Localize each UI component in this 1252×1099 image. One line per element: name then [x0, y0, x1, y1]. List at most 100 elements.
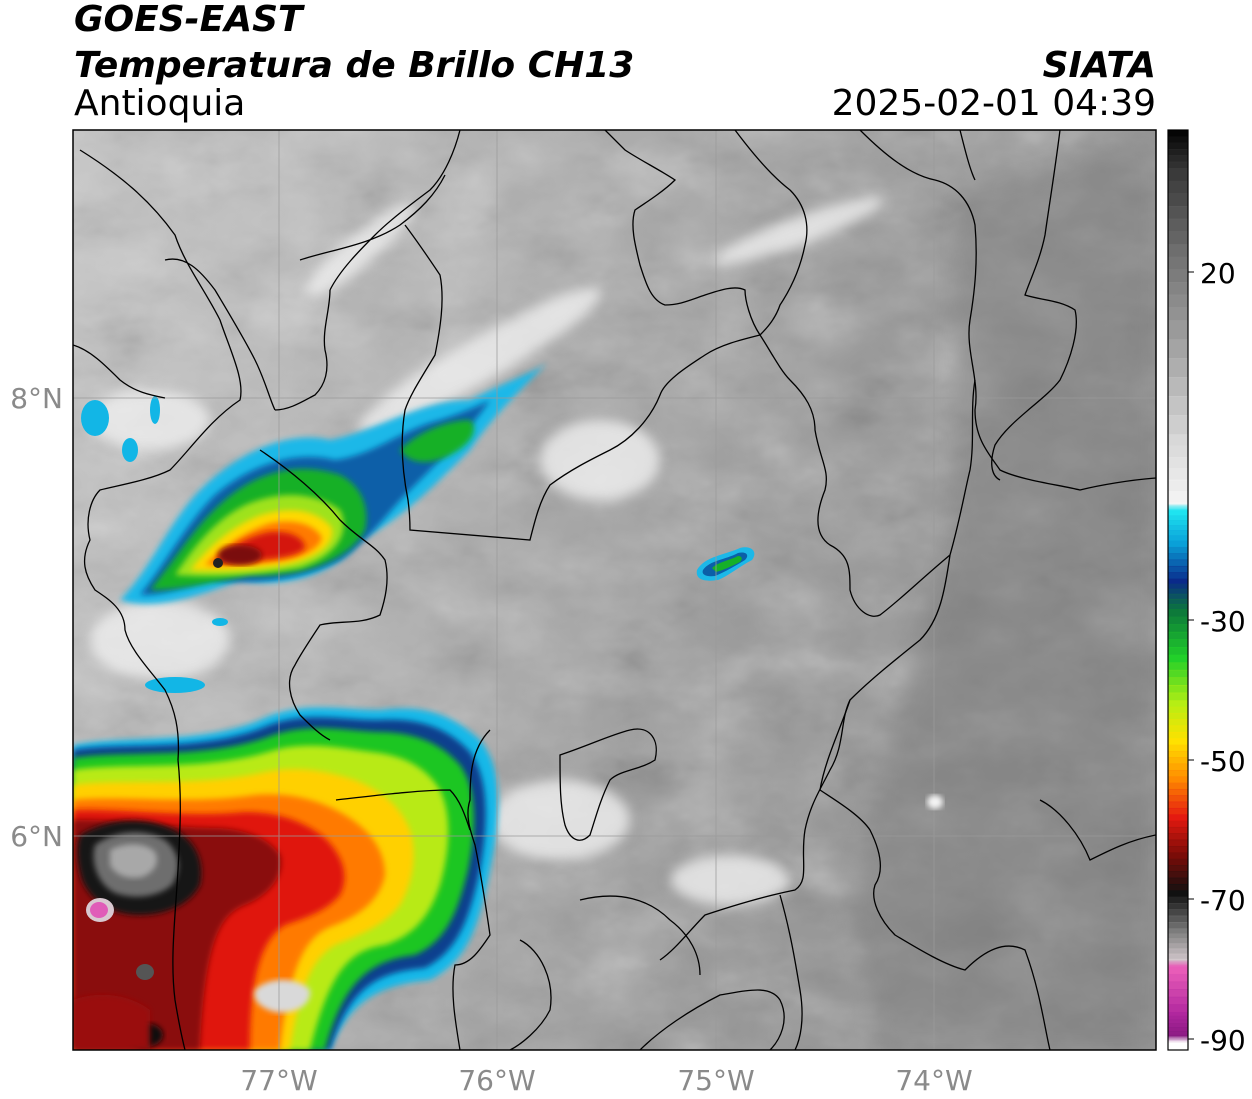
- colorbar-band: [1168, 877, 1188, 885]
- colorbar-band: [1168, 1041, 1188, 1043]
- cirrus-streaks: [90, 196, 885, 1030]
- x-tick-label: 76°W: [458, 1064, 535, 1097]
- colorbar-band: [1168, 515, 1188, 521]
- colorbar-band: [1168, 909, 1188, 917]
- colorbar-band: [1168, 559, 1188, 567]
- colorbar-tick-label: -30: [1200, 605, 1246, 638]
- colorbar-band: [1168, 553, 1188, 561]
- colorbar-band: [1168, 677, 1188, 686]
- colorbar-band: [1168, 1042, 1188, 1051]
- colorbar-bands: [1168, 130, 1188, 1051]
- colorbar-band: [1168, 922, 1188, 929]
- colorbar-band: [1168, 963, 1188, 966]
- colorbar-band: [1168, 339, 1188, 359]
- colorbar-band: [1168, 973, 1188, 983]
- colorbar-band: [1168, 358, 1188, 378]
- colorbar-band: [1168, 445, 1188, 458]
- colorbar-band: [1168, 647, 1188, 656]
- colorbar-band: [1168, 377, 1188, 397]
- graticule: [73, 130, 1156, 1050]
- organization-label: SIATA: [1042, 45, 1156, 86]
- warm-region-east: [850, 130, 1156, 1050]
- y-tick-label: 6°N: [10, 820, 63, 853]
- colorbar-band: [1168, 1027, 1188, 1032]
- colorbar-band: [1168, 938, 1188, 945]
- cold-cloud-specks: [81, 396, 228, 693]
- colorbar-band: [1168, 508, 1188, 511]
- colorbar-band: [1168, 1023, 1188, 1028]
- colorbar-band: [1168, 1036, 1188, 1038]
- colorbar-band: [1168, 788, 1188, 796]
- colorbar-band: [1168, 858, 1188, 866]
- colorbar-band: [1168, 565, 1188, 573]
- colorbar-band: [1168, 572, 1188, 580]
- colorbar-band: [1168, 750, 1188, 758]
- colorbar-band: [1168, 1019, 1188, 1024]
- colorbar-band: [1168, 1037, 1188, 1040]
- colorbar-band: [1168, 807, 1188, 815]
- colorbar-band: [1168, 136, 1188, 144]
- satellite-title: GOES-EAST: [74, 0, 303, 40]
- colorbar-band: [1168, 506, 1188, 509]
- colorbar-band: [1168, 943, 1188, 950]
- colorbar-band: [1168, 588, 1188, 595]
- colorbar-band: [1168, 948, 1188, 955]
- colorbar-band: [1168, 530, 1188, 537]
- colorbar-band: [1168, 731, 1188, 739]
- colorbar-tick-label: -70: [1200, 884, 1246, 917]
- colorbar-band: [1168, 631, 1188, 640]
- colorbar-band: [1168, 960, 1188, 962]
- colorbar-band: [1168, 763, 1188, 771]
- colorbar-band: [1168, 456, 1188, 469]
- colorbar-band: [1168, 864, 1188, 872]
- datetime-label: 2025-02-01 04:39: [831, 83, 1156, 124]
- colorbar-band: [1168, 396, 1188, 416]
- colorbar-band: [1168, 269, 1188, 283]
- colorbar-band: [1168, 996, 1188, 1005]
- map-frame: [72, 129, 1157, 1051]
- colorbar-band: [1168, 1039, 1188, 1042]
- colorbar-band: [1168, 961, 1188, 964]
- colorbar-band: [1168, 206, 1188, 220]
- colorbar-band: [1168, 769, 1188, 777]
- x-tick-label: 75°W: [677, 1064, 754, 1097]
- colorbar-band: [1168, 953, 1188, 960]
- colorbar-band: [1168, 871, 1188, 879]
- colorbar-band: [1168, 782, 1188, 790]
- colorbar-band: [1168, 662, 1188, 671]
- colorbar-band: [1168, 744, 1188, 752]
- colorbar-band: [1168, 1038, 1188, 1041]
- colorbar-band: [1168, 757, 1188, 765]
- colorbar-band: [1168, 692, 1188, 701]
- colorbar-band: [1168, 845, 1188, 853]
- storm-central: [696, 547, 755, 581]
- colorbar-band: [1168, 468, 1188, 481]
- political-boundaries: [73, 130, 1156, 1050]
- colorbar-band: [1168, 616, 1188, 625]
- colorbar-band: [1168, 155, 1188, 163]
- x-axis-labels: 77°W 76°W 75°W 74°W: [240, 1064, 972, 1097]
- colorbar-band: [1168, 593, 1188, 600]
- colorbar-band: [1168, 624, 1188, 633]
- colorbar-band: [1168, 826, 1188, 834]
- x-tick-label: 74°W: [895, 1064, 972, 1097]
- colorbar-band: [1168, 491, 1188, 504]
- colorbar-band: [1168, 725, 1188, 733]
- y-axis-labels: 8°N 6°N: [10, 382, 63, 853]
- colorbar-band: [1168, 1030, 1188, 1036]
- colorbar-band: [1168, 915, 1188, 923]
- colorbar-band: [1168, 535, 1188, 542]
- colorbar-band: [1168, 801, 1188, 809]
- colorbar-band: [1168, 1015, 1188, 1021]
- colorbar-band: [1168, 503, 1188, 506]
- colorbar-band: [1168, 231, 1188, 245]
- colorbar-ticks: [1188, 271, 1194, 1040]
- colorbar-band: [1168, 639, 1188, 648]
- colorbar-band: [1168, 415, 1188, 435]
- colorbar-band: [1168, 712, 1188, 720]
- colorbar-band: [1168, 525, 1188, 531]
- colorbar-band: [1168, 839, 1188, 847]
- colorbar-band: [1168, 546, 1188, 554]
- colorbar: 20 -30 -50 -70 -90: [1167, 129, 1246, 1057]
